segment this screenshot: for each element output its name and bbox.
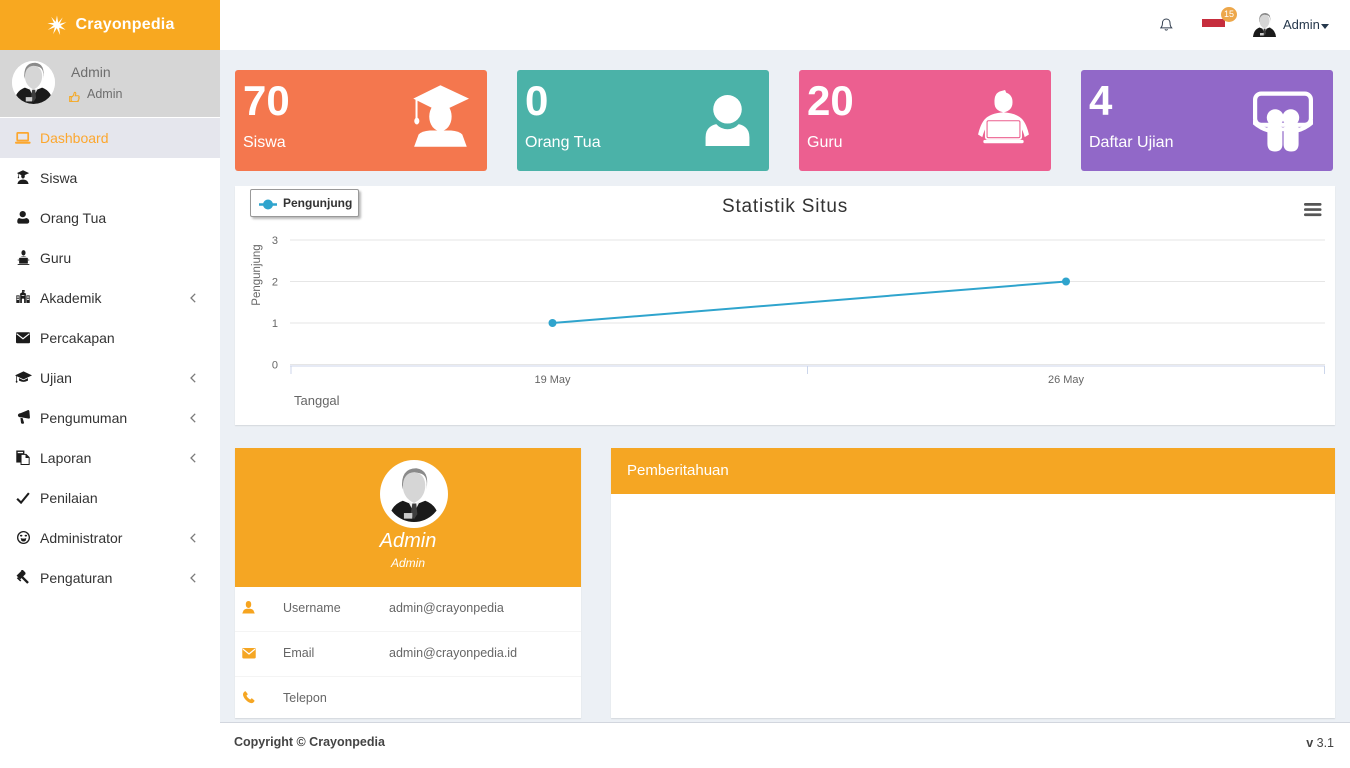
svg-text:Pengunjung: Pengunjung: [251, 244, 263, 305]
svg-text:2: 2: [272, 277, 278, 289]
svg-text:19 May: 19 May: [534, 374, 571, 386]
svg-text:Statistik Situs: Statistik Situs: [722, 196, 848, 217]
svg-text:3: 3: [272, 235, 278, 247]
svg-text:26 May: 26 May: [1048, 374, 1085, 386]
svg-text:1: 1: [272, 318, 278, 330]
svg-text:Tanggal: Tanggal: [294, 393, 340, 408]
svg-text:0: 0: [272, 360, 278, 372]
